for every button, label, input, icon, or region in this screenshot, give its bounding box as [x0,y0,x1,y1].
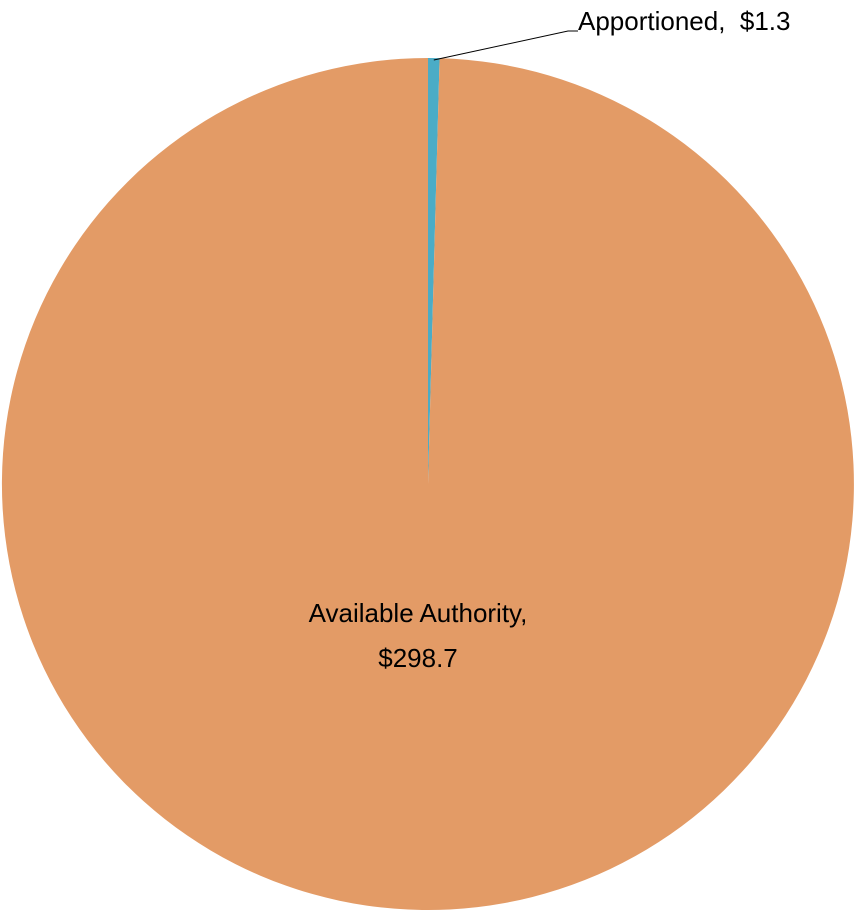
apportioned-leader-line [434,31,578,60]
pie-slice-available-authority [2,58,854,910]
apportioned-data-label: Apportioned, $1.3 [578,6,791,36]
available-authority-data-label-line-2: $298.7 [378,643,458,673]
pie-slices [2,58,854,910]
available-authority-data-label-line-1: Available Authority, [309,598,528,628]
